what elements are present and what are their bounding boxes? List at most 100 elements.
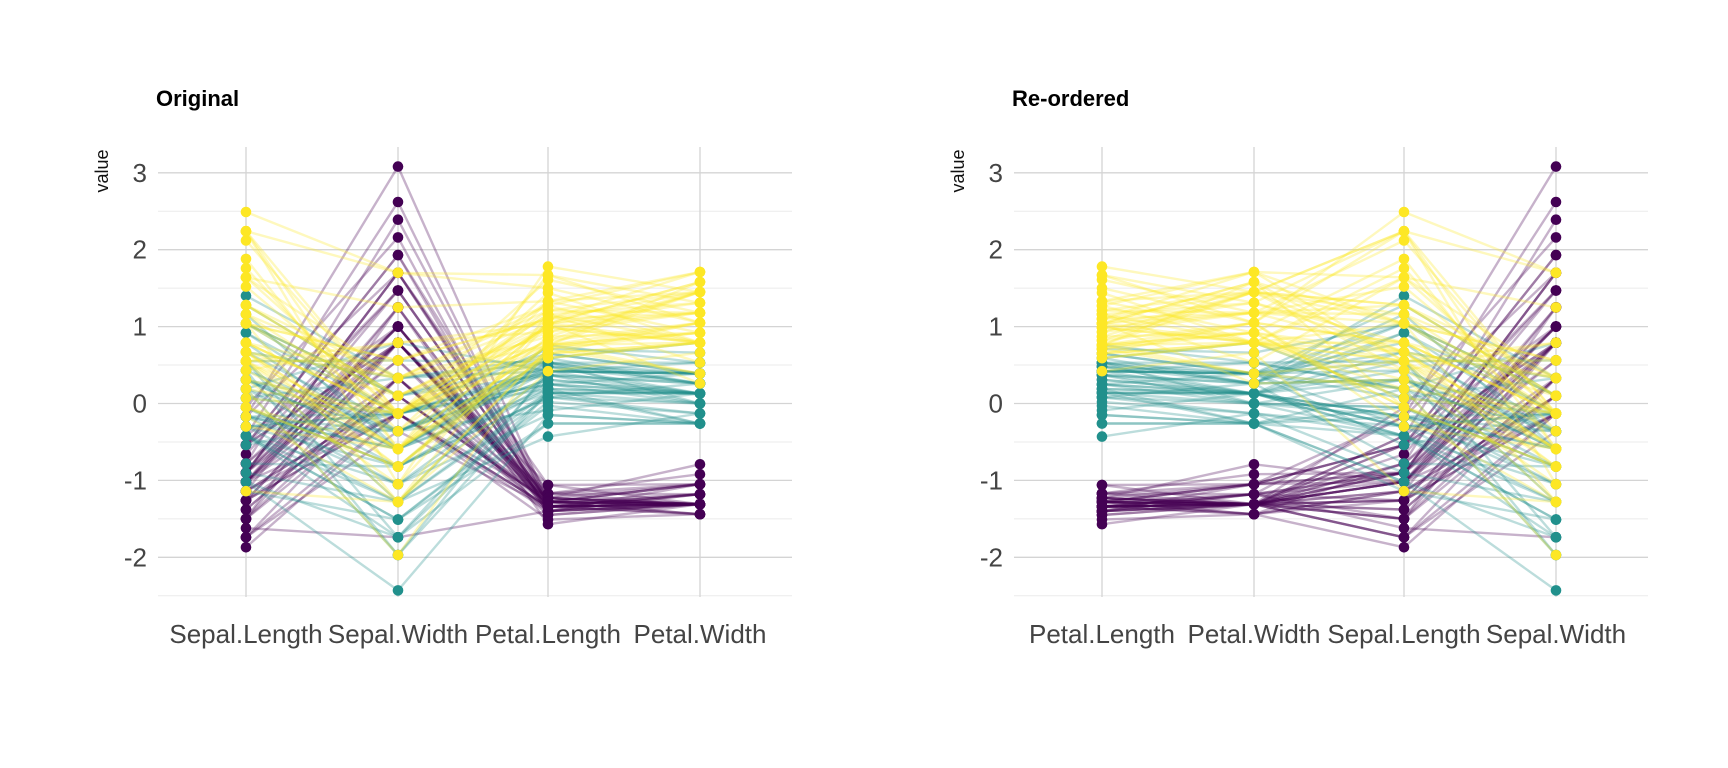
chart2-setosa-line <box>1101 272 1557 487</box>
chart2-setosa-line <box>1101 341 1557 504</box>
chart2-virginica-point <box>1398 355 1410 367</box>
chart1-setosa-point <box>392 232 404 243</box>
chart2-setosa-line <box>1101 412 1557 506</box>
chart2-virginica-point <box>1550 390 1562 402</box>
chart2-virginica-point <box>1248 337 1260 349</box>
chart1-virginica-line <box>245 347 701 557</box>
chart2-versicolor-point <box>1248 398 1260 409</box>
chart2-setosa-line <box>1101 412 1557 508</box>
chart2-virginica-point <box>1398 365 1410 376</box>
chart1-virginica-line <box>245 210 701 324</box>
chart2-virginica-line <box>1101 331 1557 468</box>
chart2-virginica-point <box>1398 235 1410 246</box>
chart2-setosa-line <box>1101 359 1557 508</box>
chart2-versicolor-line <box>1101 341 1557 400</box>
chart2-virginica-point <box>1398 225 1410 237</box>
chart1-setosa-line <box>245 324 701 506</box>
chart1-virginica-line <box>245 285 701 416</box>
chart2-setosa-line <box>1101 236 1557 517</box>
chart1-setosa-line <box>245 324 701 500</box>
chart2-virginica-point <box>1398 272 1410 283</box>
chart2-virginica-line <box>1101 301 1557 450</box>
chart1-setosa-line <box>245 341 701 506</box>
chart1-virginica-point <box>694 307 706 319</box>
chart2-setosa-point <box>1550 285 1562 296</box>
chart1-setosa-line <box>245 394 701 516</box>
chart1-setosa-line <box>245 412 701 506</box>
chart1-virginica-line <box>245 290 701 380</box>
chart1-versicolor-line <box>245 341 701 451</box>
chart1-setosa-line <box>245 394 701 506</box>
chart2-y-tick-label: 1 <box>989 312 1003 342</box>
chart1-virginica-point <box>240 318 252 329</box>
chart1-setosa-line <box>245 324 701 508</box>
chart1-setosa-line <box>245 394 701 520</box>
chart1-setosa-point <box>694 468 706 480</box>
chart1-virginica-point <box>392 461 404 472</box>
chart1-virginica-point <box>240 253 252 265</box>
chart1-setosa-point <box>542 479 554 491</box>
chart1-setosa-point <box>240 495 252 506</box>
chart2-virginica-line <box>1101 290 1557 397</box>
chart2-x-tick-label: Petal.Width <box>1188 619 1321 649</box>
chart1-setosa-line <box>245 341 701 506</box>
chart1-virginica-line <box>245 280 701 451</box>
chart1-versicolor-line <box>245 378 701 451</box>
chart2-virginica-point <box>1398 383 1410 395</box>
chart1-virginica-line <box>245 230 701 451</box>
chart2-virginica-point <box>1398 262 1410 274</box>
chart2-setosa-line <box>1101 377 1557 511</box>
chart1-virginica-point <box>542 295 554 307</box>
chart1-versicolor-point <box>542 383 554 395</box>
chart1-virginica-point <box>694 337 706 349</box>
chart2-y-tick-label: 2 <box>989 235 1003 265</box>
chart2-virginica-point <box>1248 378 1260 389</box>
chart1-virginica-point <box>240 281 252 292</box>
chart2-setosa-line <box>1101 341 1557 521</box>
chart1-versicolor-line <box>245 387 701 451</box>
chart2-versicolor-point <box>1550 585 1562 596</box>
chart2-y-tick-label: 3 <box>989 158 1003 188</box>
chart1-setosa-line <box>245 411 701 549</box>
chart2-virginica-point <box>1096 339 1108 351</box>
chart2-virginica-line <box>1101 331 1557 503</box>
chart1-setosa-line <box>245 376 701 539</box>
chart1-versicolor-line <box>245 372 701 415</box>
chart1-setosa-line <box>245 341 701 508</box>
chart2-versicolor-point <box>1398 467 1410 479</box>
chart1-y-tick-label: 0 <box>133 389 147 419</box>
chart1-virginica-point <box>240 365 252 376</box>
chart2-setosa-line <box>1101 306 1557 508</box>
chart1-versicolor-line <box>245 359 700 364</box>
chart1-virginica-point <box>240 421 252 432</box>
chart2-virginica-line <box>1101 276 1557 380</box>
chart1-virginica-point <box>694 286 706 298</box>
chart1-setosa-line <box>245 305 701 508</box>
chart1-y-tick-label: -1 <box>124 465 147 495</box>
chart2-setosa-line <box>1101 394 1557 506</box>
chart2-versicolor-point <box>1248 418 1260 429</box>
chart2-versicolor-line <box>1101 331 1557 415</box>
chart1-virginica-line <box>245 351 701 504</box>
chart2-virginica-point <box>1550 478 1562 490</box>
chart1-virginica-point <box>694 276 706 288</box>
chart2-virginica-line <box>1101 290 1557 415</box>
chart2-setosa-point <box>1248 498 1260 510</box>
chart1-virginica-line <box>245 304 701 398</box>
chart1-virginica-point <box>542 261 554 272</box>
chart2-setosa-line <box>1101 272 1557 506</box>
chart1-virginica-line <box>245 301 701 451</box>
chart1-virginica-point <box>392 408 404 419</box>
chart1-virginica-point <box>694 357 706 369</box>
chart1-setosa-line <box>245 324 701 508</box>
chart2-versicolor-point <box>1248 388 1260 399</box>
chart2-setosa-line <box>1101 394 1557 506</box>
chart1-virginica-point <box>694 297 706 309</box>
chart1-versicolor-point <box>392 532 404 543</box>
chart1-versicolor-line <box>245 341 701 391</box>
chart1-virginica-line <box>245 301 701 415</box>
chart2-setosa-line <box>1101 341 1557 506</box>
chart1-setosa-line <box>245 412 701 508</box>
chart1-versicolor-line <box>245 422 700 539</box>
